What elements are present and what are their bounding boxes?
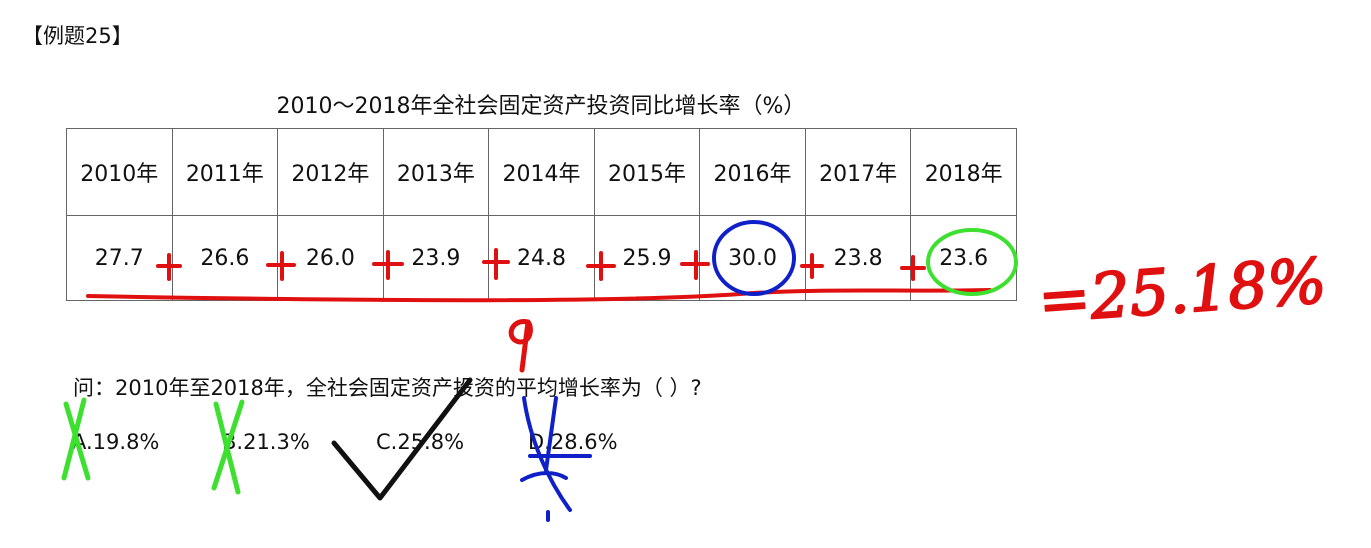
value-cell: 23.8 [804, 215, 912, 301]
option-b[interactable]: B.21.3% [222, 430, 310, 454]
table-value-row: 27.7 26.6 26.0 23.9 24.8 25.9 30.0 23.8 … [66, 215, 1017, 301]
value-cell: 26.0 [277, 215, 384, 301]
handwritten-sum-result: =25.18% [1036, 244, 1329, 337]
year-cell: 2010年 [66, 128, 173, 216]
value-cell: 24.8 [488, 215, 595, 301]
value-cell: 25.9 [593, 215, 701, 301]
table-header-row: 2010年 2011年 2012年 2013年 2014年 2015年 2016… [66, 128, 1017, 216]
value-cell: 26.6 [171, 215, 279, 301]
year-cell: 2013年 [382, 128, 490, 216]
year-cell: 2018年 [910, 128, 1017, 216]
value-cell: 23.6 [910, 215, 1017, 301]
option-d[interactable]: D.28.6% [528, 430, 618, 454]
value-cell: 23.9 [382, 215, 490, 301]
handwritten-nine [508, 319, 533, 373]
year-cell: 2014年 [488, 128, 595, 216]
table-title: 2010～2018年全社会固定资产投资同比增长率（%） [276, 94, 806, 119]
option-c[interactable]: C.25.8% [376, 430, 465, 454]
year-cell: 2015年 [593, 128, 701, 216]
question-text: 问：2010年至2018年，全社会固定资产投资的平均增长率为（ ）? [73, 376, 702, 400]
value-cell: 30.0 [699, 215, 806, 301]
example-heading: 【例题25】 [22, 24, 133, 48]
option-a[interactable]: A.19.8% [72, 430, 160, 454]
blue-strike-mark [520, 396, 592, 522]
growth-rate-table: 2010年 2011年 2012年 2013年 2014年 2015年 2016… [66, 128, 1017, 301]
value-cell: 27.7 [66, 215, 173, 301]
year-cell: 2016年 [699, 128, 806, 216]
year-cell: 2011年 [171, 128, 279, 216]
year-cell: 2017年 [804, 128, 912, 216]
year-cell: 2012年 [277, 128, 384, 216]
